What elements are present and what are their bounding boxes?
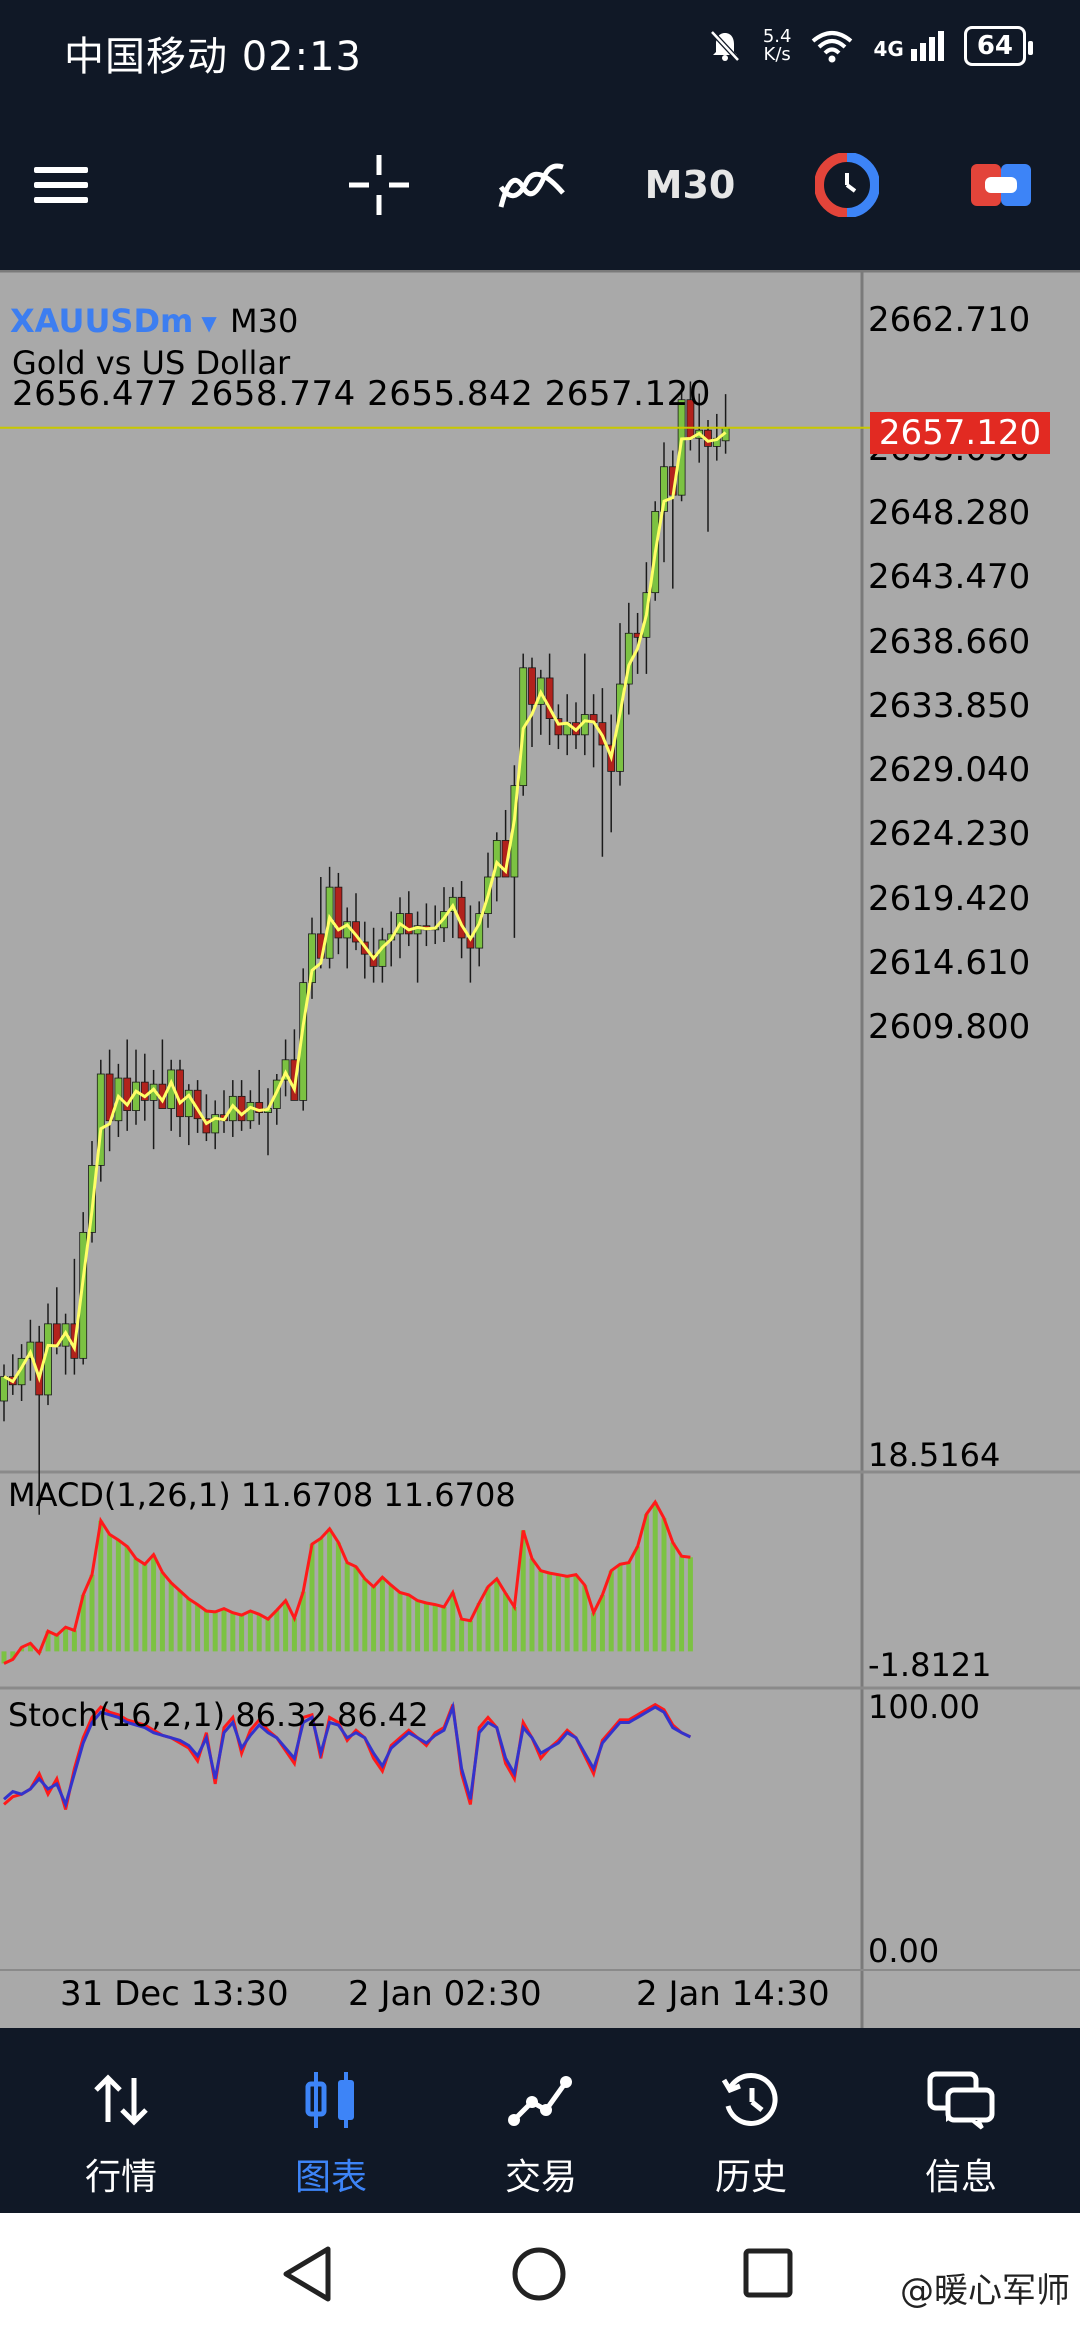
messages-icon xyxy=(927,2071,995,2130)
history-clock-icon xyxy=(721,2073,778,2126)
current-price-tag: 2657.120 xyxy=(870,412,1050,454)
price-axis-label: 2614.610 xyxy=(868,943,1031,983)
nav-history[interactable]: 历史 xyxy=(646,2028,856,2213)
symbol-description: Gold vs US Dollar xyxy=(12,344,291,382)
candle-body xyxy=(660,466,668,512)
wifi-icon xyxy=(812,31,853,63)
candle-body xyxy=(176,1069,184,1118)
candle-body xyxy=(492,840,501,878)
recents-icon[interactable] xyxy=(734,2239,804,2309)
price-chart[interactable] xyxy=(0,270,1080,2028)
candle-body xyxy=(0,1376,8,1402)
quotes-arrows-icon xyxy=(94,2074,148,2126)
nav-messages[interactable]: 信息 xyxy=(856,2028,1066,2213)
stoch-max-label: 100.00 xyxy=(868,1688,980,1726)
candle-body xyxy=(554,718,563,736)
time-label: 2 Jan 14:30 xyxy=(636,1974,830,2014)
crosshair-icon[interactable] xyxy=(344,150,414,220)
macd-max-label: 18.5164 xyxy=(868,1436,1001,1474)
mute-bell-icon xyxy=(709,30,740,62)
chart-candles-icon xyxy=(305,2072,354,2128)
candle-body xyxy=(545,677,554,719)
time-label: 2 Jan 02:30 xyxy=(348,1974,542,2014)
macd-indicator-label: MACD(1,26,1) 11.6708 11.6708 xyxy=(8,1476,516,1514)
home-icon[interactable] xyxy=(504,2239,574,2309)
nav-trade[interactable]: 交易 xyxy=(436,2028,646,2213)
chart-area[interactable]: XAUUSDm ▼ M30 Gold vs US Dollar 2656.477 … xyxy=(0,270,1080,2028)
price-axis-label: 2643.470 xyxy=(868,557,1031,598)
macd-signal-line xyxy=(3,1499,691,1665)
nav-chart[interactable]: 图表 xyxy=(226,2028,436,2213)
candle-body xyxy=(202,1118,211,1134)
moving-average-line xyxy=(3,431,727,1384)
candle-body xyxy=(237,1095,246,1122)
carrier-time: 中国移动 02:13 xyxy=(64,34,362,80)
candle-body xyxy=(246,1102,255,1122)
signal-icon: 4G xyxy=(873,31,944,61)
candle-body xyxy=(334,886,343,939)
candle-body xyxy=(510,785,519,878)
new-order-icon[interactable] xyxy=(968,150,1034,220)
stoch-indicator-label: Stoch(16,2,1) 86.32 86.42 xyxy=(8,1696,429,1734)
candle-body xyxy=(123,1077,132,1111)
candle-body xyxy=(96,1073,105,1166)
menu-icon[interactable] xyxy=(28,150,94,220)
stoch-min-label: 0.00 xyxy=(868,1932,940,1970)
battery-indicator: 64 xyxy=(963,26,1034,66)
trade-line-icon xyxy=(508,2076,572,2126)
stoch-main-line xyxy=(3,1701,692,1809)
candle-body xyxy=(404,913,413,935)
chart-timeframe: M30 xyxy=(230,302,299,340)
ohlc-values: 2656.477 2658.774 2655.842 2657.120 xyxy=(12,374,711,414)
price-axis-label: 2624.230 xyxy=(868,814,1031,855)
net-speed: 5.4 K/s xyxy=(762,26,792,65)
price-axis-label: 2619.420 xyxy=(868,878,1031,919)
candle-body xyxy=(211,1114,220,1134)
dropdown-triangle-icon[interactable]: ▼ xyxy=(201,311,217,335)
one-click-trading-icon[interactable] xyxy=(812,150,882,220)
back-icon[interactable] xyxy=(274,2239,344,2309)
price-axis-label: 2609.800 xyxy=(868,1007,1031,1048)
price-axis-label: 2638.660 xyxy=(868,621,1031,662)
watermark: @暖心军师 xyxy=(900,2271,1070,2311)
candle-body xyxy=(308,933,316,984)
bottom-navigation: 行情 图表 交易 历史 xyxy=(0,2028,1080,2213)
timeframe-button[interactable]: M30 xyxy=(644,163,736,207)
price-axis-label: 2633.850 xyxy=(868,685,1031,726)
symbol-selector[interactable]: XAUUSDm ▼ xyxy=(10,302,217,340)
macd-min-label: -1.8121 xyxy=(868,1646,992,1684)
time-label: 31 Dec 13:30 xyxy=(60,1974,289,2014)
price-axis-label: 2629.040 xyxy=(868,750,1031,791)
status-icons: 5.4 K/s 4G 64 xyxy=(707,26,1034,66)
indicators-icon[interactable] xyxy=(492,150,572,220)
candle-body xyxy=(528,667,536,705)
candle-body xyxy=(255,1102,264,1113)
price-axis-label: 2648.280 xyxy=(868,492,1031,533)
nav-quotes[interactable]: 行情 xyxy=(16,2028,226,2213)
status-bar: 中国移动 02:13 5.4 K/s 4G 64 xyxy=(0,0,1080,100)
candle-body xyxy=(140,1081,149,1101)
system-navigation: @暖心军师 xyxy=(0,2213,1080,2340)
price-axis-label: 2662.710 xyxy=(868,300,1031,340)
chart-toolbar: M30 xyxy=(0,100,1080,270)
